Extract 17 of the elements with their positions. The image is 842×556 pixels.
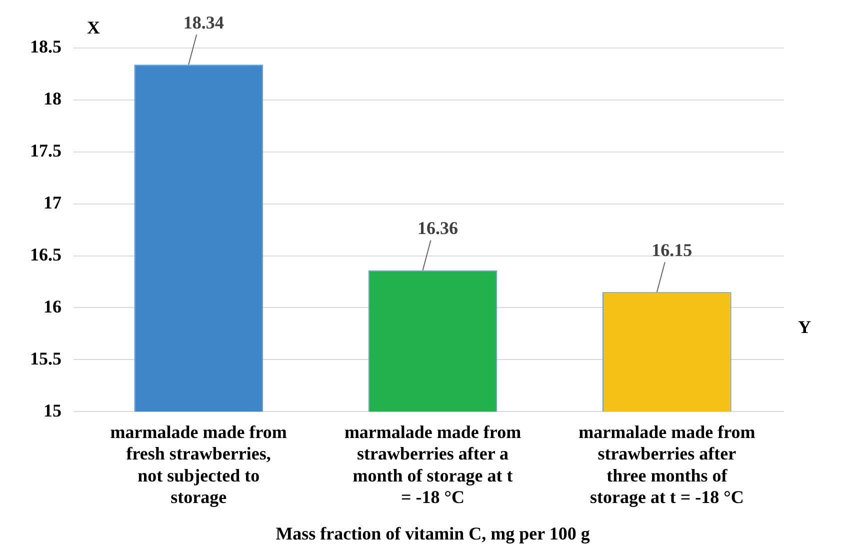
y-axis-title: X	[87, 18, 100, 38]
y-tick-label: 16.5	[30, 244, 62, 264]
data-label: 18.34	[183, 12, 224, 32]
x-tick-label: marmalade made from fresh strawberries, not subjected to storage	[110, 422, 287, 507]
y-tick-label: 15	[44, 400, 62, 420]
x-tick-label: marmalade made from strawberries after a month of storage at t = -18 °C	[344, 422, 522, 507]
y-tick-label: 16	[44, 296, 62, 316]
data-label: 16.36	[418, 218, 458, 238]
y-tick-label: 18	[44, 88, 62, 109]
x-tick-label: marmalade made from strawberries after three months of storage at t = -18 °C	[578, 422, 756, 507]
y-tick-label: 15.5	[30, 348, 62, 368]
x-axis-title: Y	[798, 317, 811, 338]
text: Mass fraction of vitamin C, mg per 100 g	[276, 524, 590, 544]
y-tick-label: 17	[44, 192, 62, 212]
data-label: 16.15	[652, 240, 692, 260]
y-tick-label: 17.5	[30, 140, 62, 161]
y-tick-label: 18.5	[30, 36, 62, 57]
